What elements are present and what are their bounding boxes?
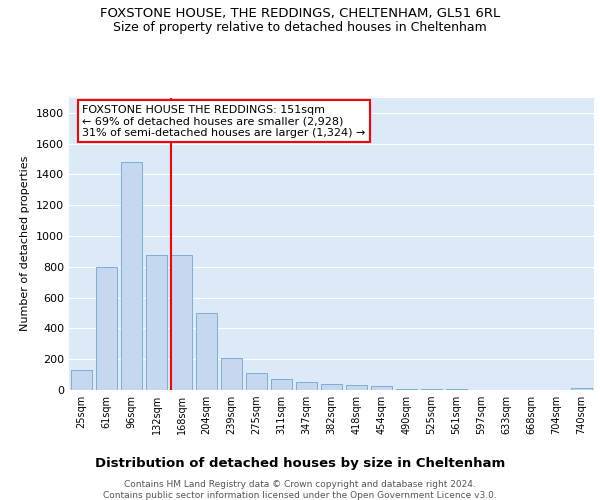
Bar: [246, 373, 267, 390]
Bar: [396, 389, 417, 390]
Bar: [346, 386, 367, 390]
Text: Size of property relative to detached houses in Cheltenham: Size of property relative to detached ho…: [113, 21, 487, 34]
Y-axis label: Number of detached properties: Number of detached properties: [20, 156, 31, 332]
Bar: [221, 358, 242, 390]
Text: FOXSTONE HOUSE, THE REDDINGS, CHELTENHAM, GL51 6RL: FOXSTONE HOUSE, THE REDDINGS, CHELTENHAM…: [100, 8, 500, 20]
Text: FOXSTONE HOUSE THE REDDINGS: 151sqm
← 69% of detached houses are smaller (2,928): FOXSTONE HOUSE THE REDDINGS: 151sqm ← 69…: [82, 105, 365, 138]
Bar: [271, 379, 292, 390]
Bar: [371, 386, 392, 390]
Bar: [146, 254, 167, 390]
Text: Distribution of detached houses by size in Cheltenham: Distribution of detached houses by size …: [95, 458, 505, 470]
Bar: [421, 389, 442, 390]
Bar: [121, 162, 142, 390]
Bar: [96, 267, 117, 390]
Text: Contains public sector information licensed under the Open Government Licence v3: Contains public sector information licen…: [103, 491, 497, 500]
Bar: [171, 254, 192, 390]
Bar: [571, 388, 592, 390]
Bar: [71, 370, 92, 390]
Bar: [296, 382, 317, 390]
Text: Contains HM Land Registry data © Crown copyright and database right 2024.: Contains HM Land Registry data © Crown c…: [124, 480, 476, 489]
Bar: [196, 313, 217, 390]
Bar: [321, 384, 342, 390]
